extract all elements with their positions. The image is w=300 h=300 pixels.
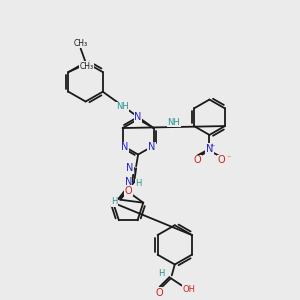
- Text: N: N: [134, 112, 142, 122]
- Text: O: O: [124, 186, 132, 196]
- Text: NH: NH: [167, 118, 180, 127]
- Text: CH₃: CH₃: [79, 62, 93, 71]
- Text: +: +: [210, 143, 215, 148]
- Text: H: H: [135, 179, 141, 188]
- Text: N: N: [121, 142, 128, 152]
- Text: O: O: [218, 155, 225, 165]
- Text: O: O: [155, 288, 163, 298]
- Text: NH: NH: [116, 102, 129, 111]
- Text: CH₃: CH₃: [74, 39, 88, 48]
- Text: OH: OH: [182, 284, 195, 293]
- Text: N: N: [124, 177, 132, 187]
- Text: N: N: [206, 144, 213, 154]
- Text: H: H: [158, 269, 164, 278]
- Text: ⁻: ⁻: [226, 153, 230, 162]
- Text: N: N: [148, 142, 155, 152]
- Text: H: H: [111, 197, 118, 206]
- Text: N: N: [127, 163, 134, 173]
- Text: O: O: [194, 155, 201, 165]
